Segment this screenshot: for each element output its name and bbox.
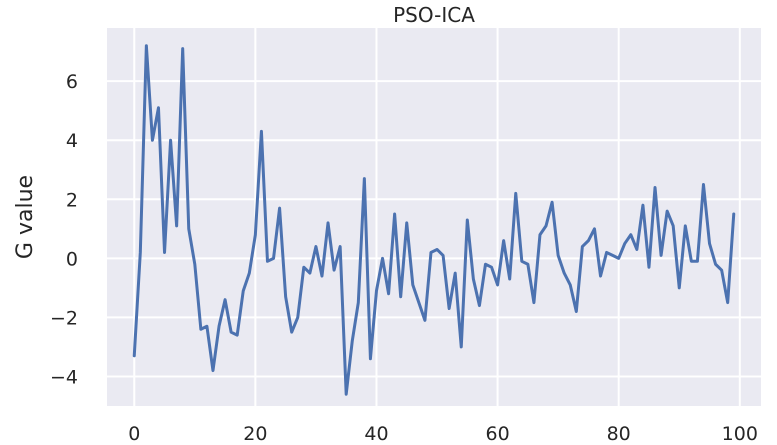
x-tick-label: 60 [485, 423, 509, 445]
series-line [132, 44, 736, 396]
x-gridlines [133, 28, 741, 406]
x-tick-label: 0 [128, 423, 140, 445]
chart-title: PSO-ICA [393, 3, 475, 27]
y-tick-label: 0 [66, 248, 78, 270]
x-tick-label: 80 [607, 423, 631, 445]
y-tick-label: 6 [66, 71, 78, 93]
y-gridlines [107, 80, 761, 378]
y-tick-label: −4 [50, 366, 78, 388]
x-tick-label: 40 [364, 423, 388, 445]
plot-area [107, 28, 761, 406]
y-tick-label: −2 [50, 307, 78, 329]
y-tick-label: 4 [66, 130, 78, 152]
x-tick-label: 20 [243, 423, 267, 445]
x-tick-labels: 0 20 40 60 80 100 [128, 423, 758, 445]
x-tick-label: 100 [722, 423, 758, 445]
y-tick-label: 2 [66, 189, 78, 211]
y-tick-labels: −4 −2 0 2 4 6 [50, 71, 78, 388]
y-axis-label: G value [13, 175, 38, 259]
